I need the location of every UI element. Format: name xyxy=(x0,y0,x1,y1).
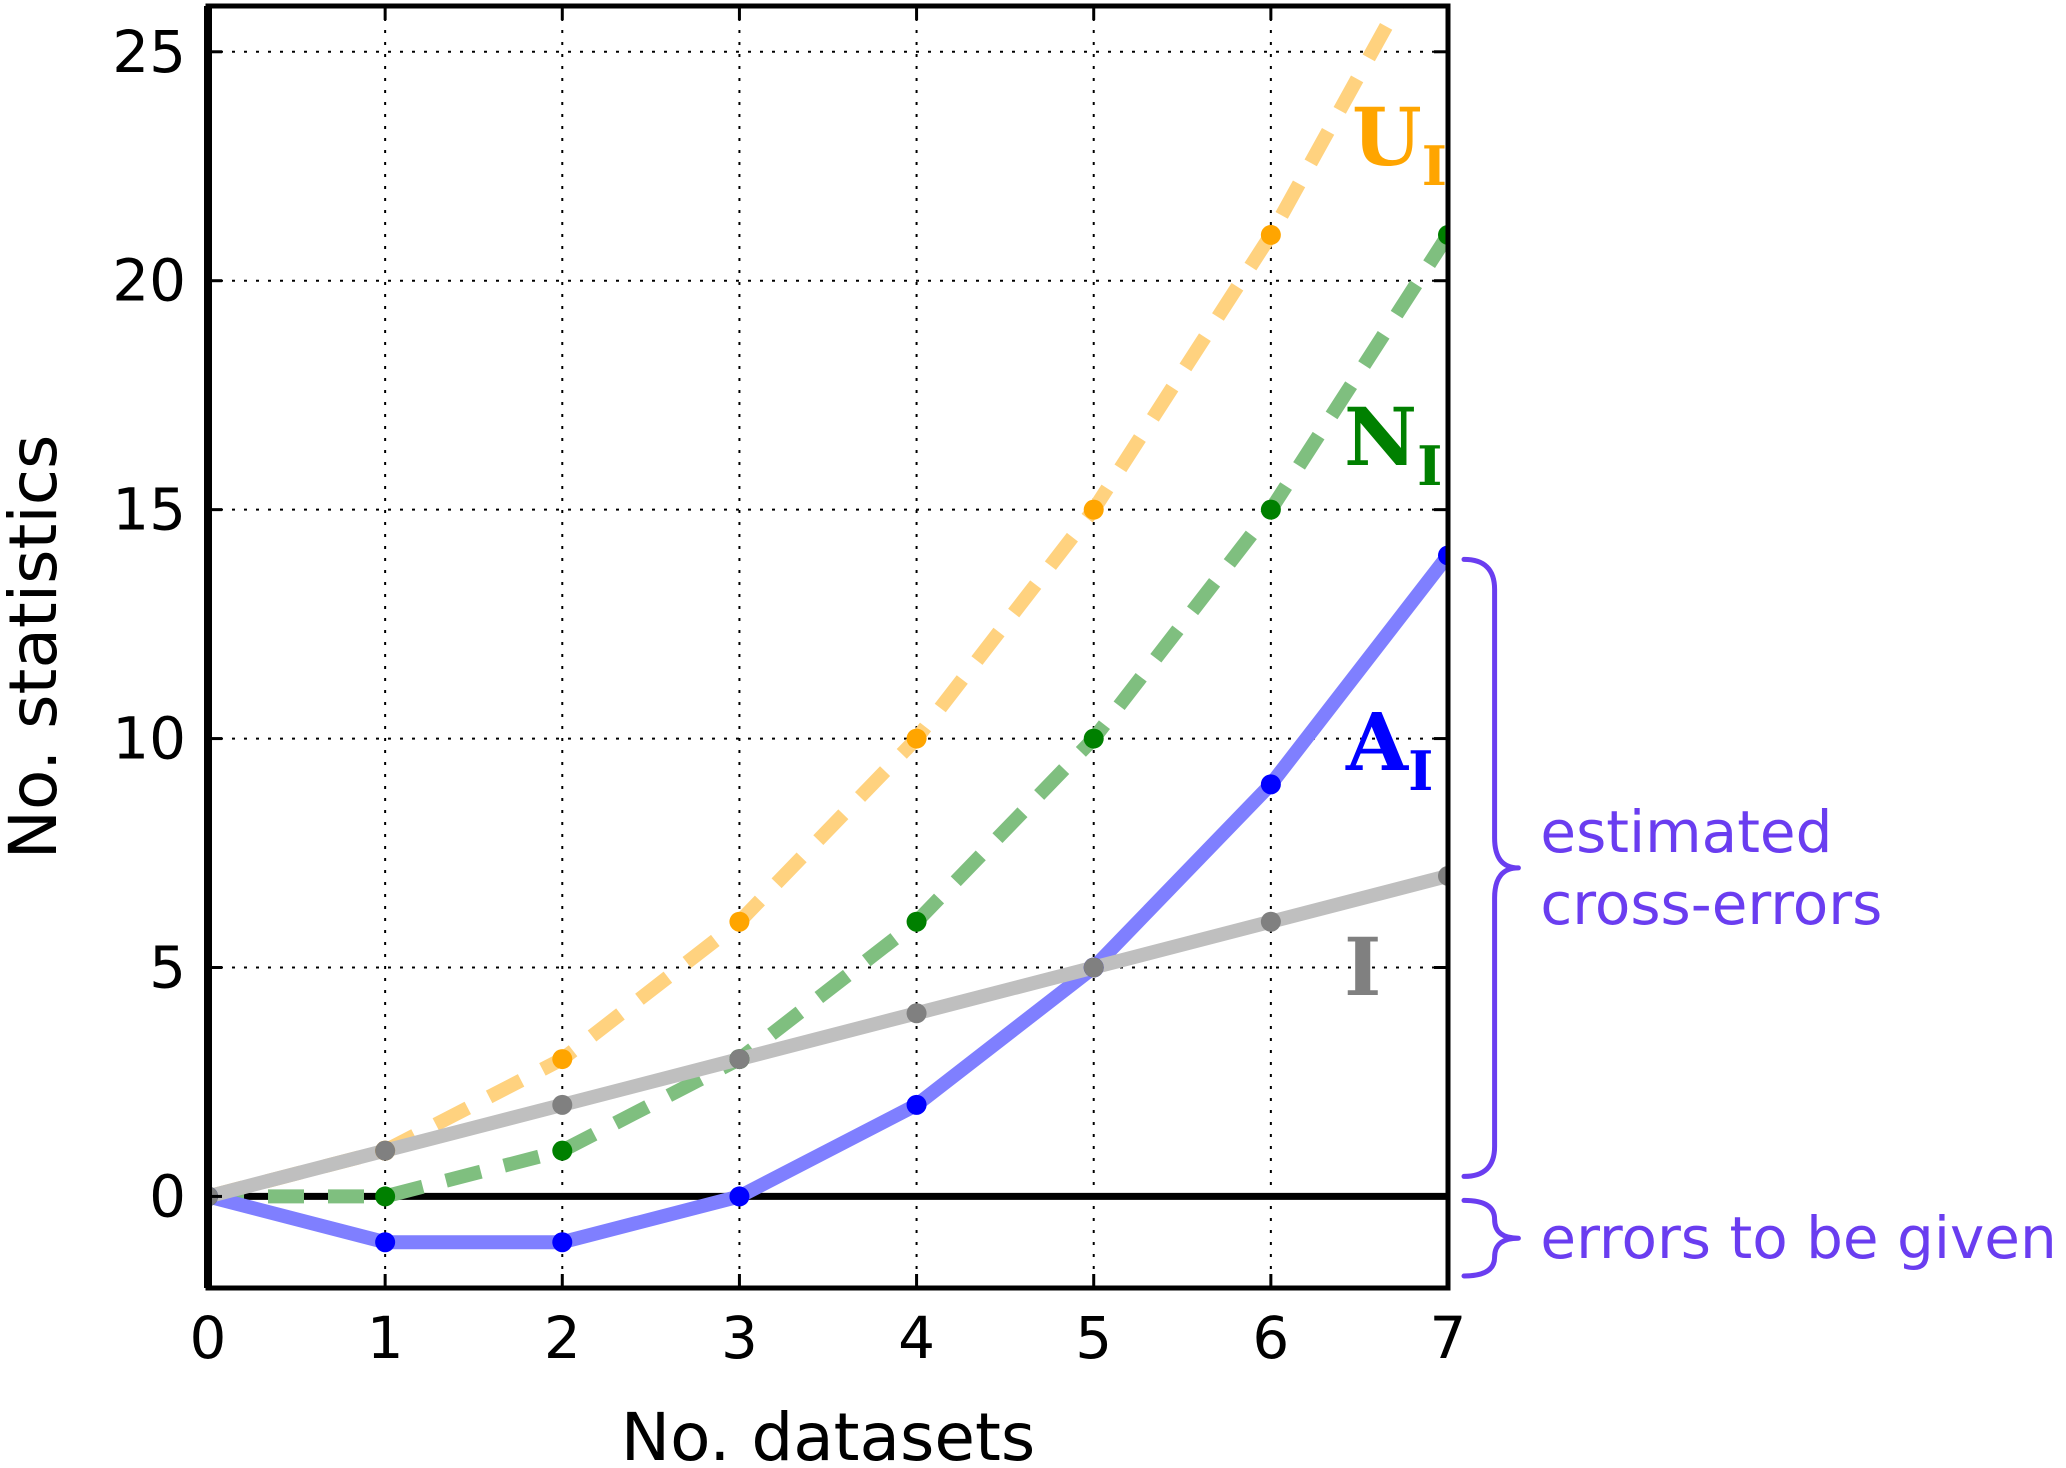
x-axis-label: No. datasets xyxy=(621,1399,1035,1468)
grid xyxy=(208,6,1448,1288)
data-point-a xyxy=(1260,774,1281,795)
data-point-u xyxy=(1083,499,1104,520)
x-tick-label: 2 xyxy=(544,1304,581,1372)
data-point-u xyxy=(1260,224,1281,245)
x-tick-label: 1 xyxy=(367,1304,404,1372)
y-tick-label: 25 xyxy=(112,18,186,86)
series-label-main: U xyxy=(1352,90,1422,184)
series-line-a xyxy=(208,548,1448,1250)
series-label-subscript: I xyxy=(1422,134,1447,198)
data-point-u xyxy=(552,1049,573,1070)
y-tick-label: 5 xyxy=(149,934,186,1002)
series-label-main: N xyxy=(1344,390,1417,484)
series-label-u: UI xyxy=(1352,90,1447,198)
x-tick-label: 4 xyxy=(898,1304,935,1372)
data-point-u xyxy=(906,728,927,749)
data-point-n xyxy=(375,1186,396,1207)
annotation-text: cross-errors xyxy=(1540,870,1882,938)
y-tick-label: 10 xyxy=(112,705,186,773)
data-point-a xyxy=(729,1186,750,1207)
series-layer xyxy=(208,6,1448,1253)
data-point-i xyxy=(1260,911,1281,932)
y-tick-label: 15 xyxy=(112,476,186,544)
axis-labels: No. datasets No. statistics xyxy=(0,435,1035,1468)
x-tick-label: 0 xyxy=(190,1304,227,1372)
annotation-text: errors to be given xyxy=(1540,1204,2056,1272)
series-label-subscript: I xyxy=(1408,739,1433,803)
annotation-text: estimated xyxy=(1540,798,1832,866)
data-point-u xyxy=(729,911,750,932)
series-label-main: A xyxy=(1345,695,1409,789)
series-label-n: NI xyxy=(1344,390,1442,498)
data-point-n xyxy=(906,911,927,932)
data-point-a xyxy=(906,1094,927,1115)
y-tick-label: 0 xyxy=(149,1162,186,1230)
x-tick-label: 7 xyxy=(1430,1304,1467,1372)
data-point-i xyxy=(906,1003,927,1024)
plot-frame xyxy=(205,3,1451,1291)
tick-labels: 0 1 2 3 4 5 6 7 0 5 10 15 20 25 xyxy=(112,18,1466,1372)
y-tick-label: 20 xyxy=(112,247,186,315)
data-point-a xyxy=(552,1232,573,1253)
plot-frame-layer xyxy=(204,3,1451,1291)
data-point-n xyxy=(552,1140,573,1161)
data-point-i xyxy=(729,1049,750,1070)
x-tick-label: 6 xyxy=(1252,1304,1289,1372)
y-axis-label: No. statistics xyxy=(0,435,72,860)
series-line-u xyxy=(208,6,1406,1204)
data-point-i xyxy=(375,1140,396,1161)
annotation-brace xyxy=(1461,556,1521,1179)
series-line-i xyxy=(208,868,1448,1204)
series-line-n xyxy=(208,231,1448,1204)
series-label-subscript: I xyxy=(1417,434,1442,498)
data-point-n xyxy=(1083,728,1104,749)
series-label-a: AI xyxy=(1345,695,1433,803)
series-label-main: I xyxy=(1344,920,1381,1014)
data-point-a xyxy=(375,1232,396,1253)
data-point-n xyxy=(1260,499,1281,520)
data-point-i xyxy=(552,1094,573,1115)
series-label-i: I xyxy=(1344,920,1381,1014)
x-tick-label: 5 xyxy=(1075,1304,1112,1372)
x-tick-label: 3 xyxy=(721,1304,758,1372)
annotation-brace xyxy=(1461,1197,1521,1279)
data-point-i xyxy=(1083,957,1104,978)
